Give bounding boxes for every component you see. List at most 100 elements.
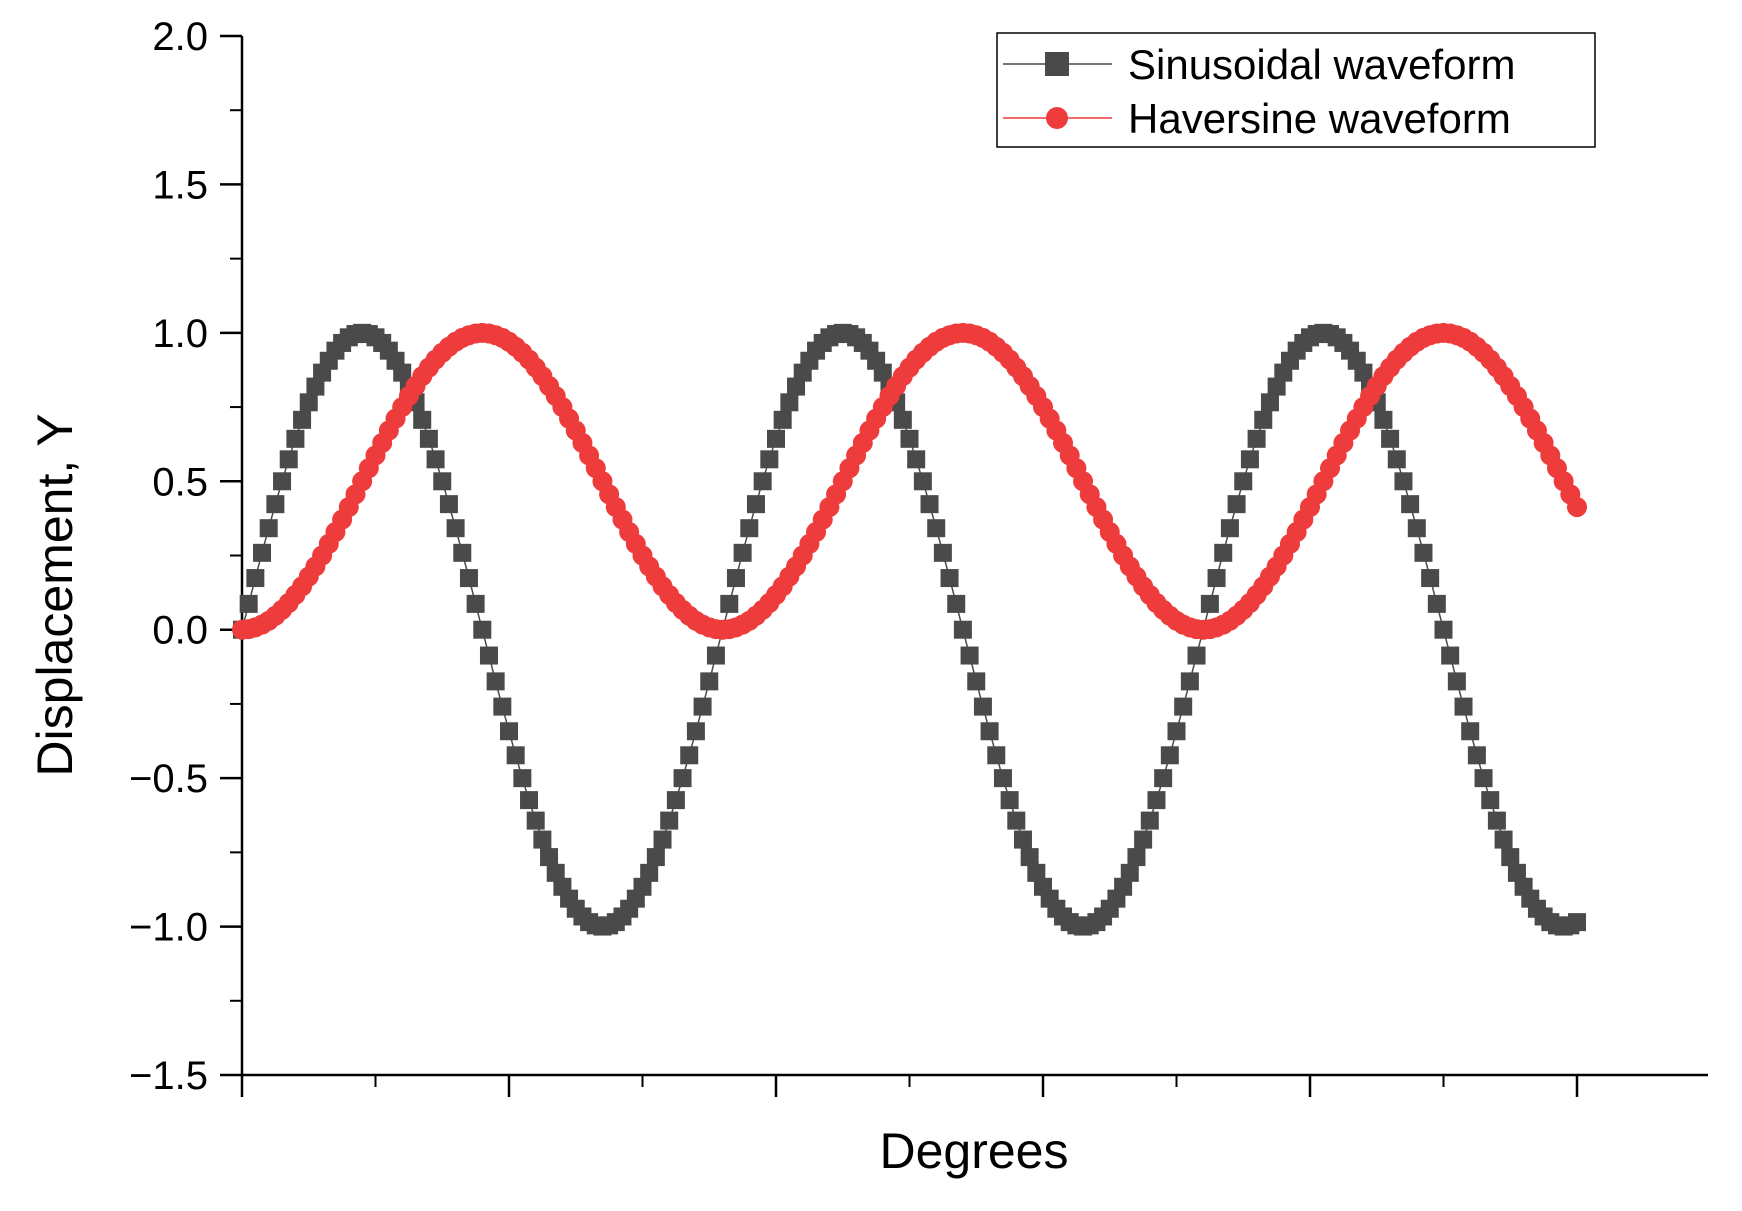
data-point (1167, 722, 1186, 741)
data-point (720, 594, 739, 613)
legend-frame (996, 32, 1596, 148)
data-point (273, 472, 292, 491)
data-point (987, 746, 1006, 765)
y-tick-label: 2.0 (152, 15, 208, 59)
series-haversine (232, 322, 1587, 640)
data-point (1567, 497, 1587, 518)
data-point (253, 543, 272, 562)
data-point (246, 569, 265, 588)
data-point (1447, 672, 1466, 691)
y-tick-label: −0.5 (129, 757, 208, 801)
data-point (927, 519, 946, 538)
data-point (1187, 646, 1206, 665)
series-sinusoidal (233, 323, 1586, 936)
data-point (433, 472, 452, 491)
data-point (773, 410, 792, 429)
data-point (1474, 769, 1493, 788)
data-point (980, 722, 999, 741)
data-point (299, 393, 318, 412)
data-point (1020, 848, 1039, 867)
data-point (446, 519, 465, 538)
data-point (1434, 620, 1453, 639)
data-point (493, 697, 512, 716)
data-point (1260, 393, 1279, 412)
x-axis-title: Degrees (880, 1123, 1069, 1179)
legend-marker-haversine (1046, 107, 1068, 129)
y-tick-label: 0.5 (152, 460, 208, 504)
data-point (1568, 913, 1586, 932)
data-point (1494, 830, 1513, 849)
data-point (1134, 830, 1153, 849)
data-point (1174, 697, 1193, 716)
data-point (900, 429, 919, 448)
data-point (419, 429, 438, 448)
data-point (1200, 594, 1219, 613)
legend-label-haversine: Haversine waveform (1128, 95, 1511, 142)
data-point (1374, 410, 1393, 429)
data-point (953, 620, 972, 639)
data-point (1127, 848, 1146, 867)
data-point (540, 848, 559, 867)
data-point (780, 393, 799, 412)
data-point (239, 594, 258, 613)
data-point (546, 863, 565, 882)
data-point (1454, 697, 1473, 716)
data-point (1267, 377, 1286, 396)
data-point (1027, 863, 1046, 882)
data-point (873, 363, 892, 382)
data-point (947, 594, 966, 613)
data-point (1240, 450, 1259, 469)
data-point (1381, 429, 1400, 448)
data-point (1461, 722, 1480, 741)
y-tick-label: 1.5 (152, 163, 208, 207)
y-axis-title: Displacement, Y (27, 413, 83, 776)
data-point (646, 848, 665, 867)
data-point (1507, 863, 1526, 882)
data-point (907, 450, 926, 469)
data-point (1180, 672, 1199, 691)
data-point (1234, 472, 1253, 491)
data-point (1220, 519, 1239, 538)
data-point (1401, 495, 1420, 514)
data-point (286, 429, 305, 448)
data-point (500, 722, 518, 741)
plot-area (232, 322, 1587, 936)
data-point (1154, 769, 1173, 788)
data-point (459, 569, 478, 588)
y-tick-label: 0.0 (152, 609, 208, 653)
data-point (753, 472, 772, 491)
axes (220, 34, 1708, 1097)
data-point (967, 672, 986, 691)
data-point (767, 429, 785, 448)
data-point (686, 722, 705, 741)
y-tick-label: 1.0 (152, 312, 208, 356)
data-point (533, 830, 552, 849)
data-point (439, 495, 458, 514)
data-point (733, 543, 752, 562)
data-point (673, 769, 692, 788)
data-point (279, 450, 298, 469)
data-point (1421, 569, 1440, 588)
data-point (660, 811, 679, 830)
data-point (1394, 472, 1413, 491)
data-point (633, 877, 652, 896)
data-point (1387, 450, 1406, 469)
data-point (960, 646, 979, 665)
data-point (413, 410, 432, 429)
data-point (706, 646, 725, 665)
data-point (513, 769, 532, 788)
data-point (1227, 495, 1246, 514)
data-point (1407, 519, 1426, 538)
data-point (993, 769, 1012, 788)
data-point (726, 569, 745, 588)
legend-marker-sinusoidal (1045, 52, 1069, 76)
data-point (760, 450, 779, 469)
data-point (653, 830, 672, 849)
data-point (473, 620, 492, 639)
data-point (913, 472, 932, 491)
data-point (1427, 594, 1446, 613)
data-point (1140, 811, 1159, 830)
y-tick-label: −1.5 (129, 1054, 208, 1098)
